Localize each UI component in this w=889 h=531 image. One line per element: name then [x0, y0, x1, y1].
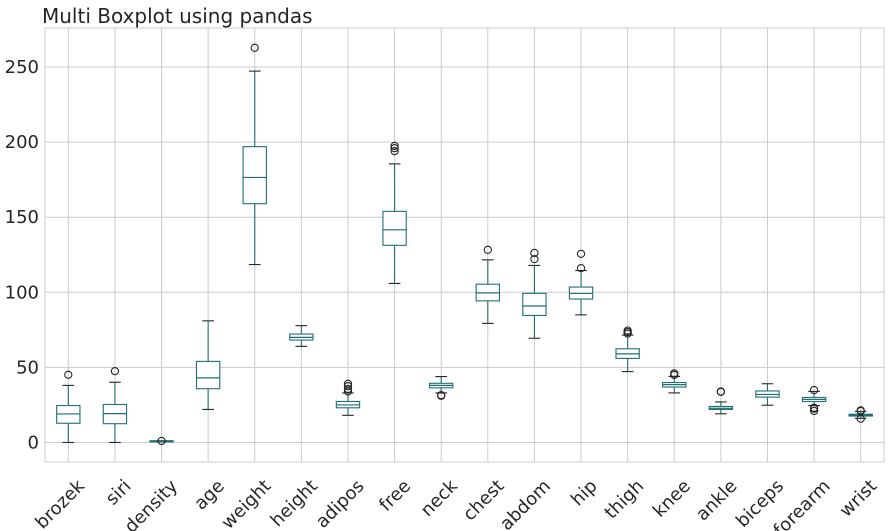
x-tick-label: density: [121, 475, 183, 531]
box-brozek: [56, 370, 81, 444]
x-tick-label: age: [190, 476, 229, 515]
box-thigh: [615, 326, 640, 373]
x-tick-label: siri: [102, 476, 136, 510]
x-tick-label: brozek: [31, 475, 89, 531]
flier-point: [856, 406, 865, 416]
flier-point: [390, 141, 399, 151]
flier-point: [670, 369, 679, 378]
flier-point: [809, 406, 819, 416]
flier-point: [343, 384, 353, 394]
box-chest: [475, 245, 501, 324]
box-height: [289, 325, 314, 347]
flier-point: [390, 143, 399, 153]
flier-point: [437, 391, 446, 400]
box-density: [149, 436, 174, 446]
x-tick-label: adipos: [312, 476, 369, 531]
boxes: [56, 43, 873, 446]
flier-point: [576, 249, 586, 259]
box-iqr: [242, 146, 267, 205]
box-weight: [242, 43, 267, 266]
box-siri: [102, 366, 128, 444]
x-tick-label: height: [267, 476, 322, 531]
y-tick-labels: 0 50 100 150 200 250: [5, 57, 39, 453]
flier-point: [157, 436, 166, 446]
box-iqr: [522, 292, 547, 316]
flier-point: [110, 366, 120, 376]
box-neck: [428, 376, 454, 400]
x-tick-label: free: [375, 476, 415, 516]
flier-point: [343, 379, 353, 388]
flier-point: [530, 248, 539, 258]
x-tick-label: knee: [649, 476, 695, 522]
box-biceps: [755, 383, 780, 406]
x-tick-label: abdom: [496, 476, 555, 531]
flier-point: [809, 385, 819, 395]
flier-point: [250, 43, 259, 52]
x-tick-label: hip: [567, 476, 602, 511]
plot-frame: [44, 27, 885, 463]
x-tick-label: wrist: [836, 476, 882, 522]
flier-point: [716, 387, 726, 396]
flier-point: [343, 382, 353, 391]
chart-title: Multi Boxplot using pandas: [42, 4, 313, 28]
x-tick-label: thigh: [601, 476, 649, 524]
box-knee: [662, 369, 687, 394]
box-abdom: [522, 248, 547, 339]
y-tick-label: 200: [5, 132, 39, 153]
y-tick-label: 150: [5, 207, 39, 228]
flier-point: [530, 254, 539, 264]
box-ankle: [708, 387, 734, 415]
y-tick-label: 0: [28, 432, 39, 453]
box-free: [382, 141, 407, 284]
flier-point: [623, 326, 632, 335]
box-hip: [568, 249, 594, 316]
y-tick-label: 250: [5, 57, 39, 78]
box-iqr: [195, 360, 221, 390]
box-adipos: [335, 379, 361, 416]
y-tick-label: 50: [16, 357, 39, 378]
y-tick-label: 100: [5, 282, 39, 303]
box-forearm: [801, 385, 827, 416]
flier-point: [809, 403, 819, 412]
box-wrist: [848, 406, 873, 423]
flier-point: [483, 245, 492, 254]
box-iqr: [382, 210, 407, 246]
flier-point: [576, 263, 586, 273]
box-age: [195, 320, 221, 410]
x-tick-label: neck: [417, 475, 463, 521]
flier-point: [64, 370, 73, 379]
x-tick-label: weight: [218, 476, 276, 531]
flier-point: [390, 146, 399, 156]
